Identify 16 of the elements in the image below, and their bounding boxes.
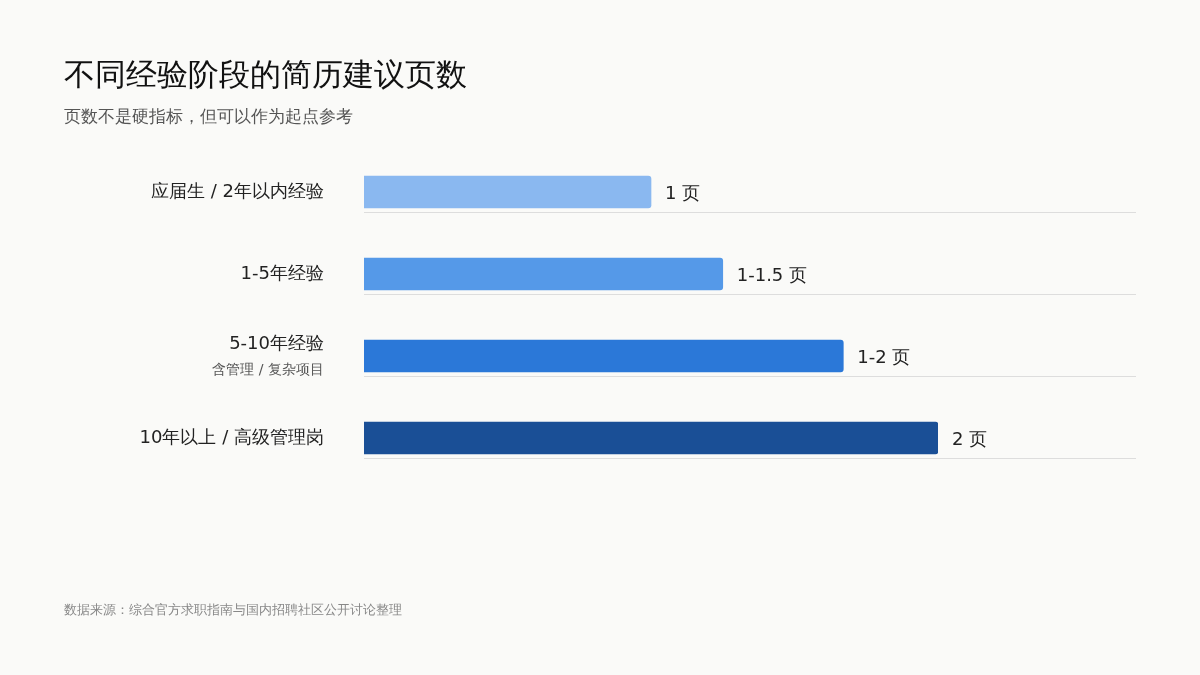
source-note: 数据来源：综合官方求职指南与国内招聘社区公开讨论整理 (64, 601, 402, 619)
chart-title: 不同经验阶段的简历建议页数 (64, 55, 467, 94)
text: 页数不是硬指标，但可以作为起点参考 (64, 105, 353, 128)
bar (364, 339, 844, 373)
data-label: 2 页 (952, 427, 988, 449)
text: 含管理 / 复杂项目 (212, 360, 324, 377)
data-label: 1-1.5 页 (736, 263, 808, 285)
data-label: 1-2 页 (857, 345, 911, 367)
bar (364, 421, 938, 455)
bar (364, 175, 652, 209)
y-tick-label: 5-10年经验 (229, 331, 324, 353)
y-tick-label: 10年以上 / 高级管理岗 (139, 425, 324, 447)
y-tick-label: 1-5年经验 (240, 261, 324, 283)
data-label: 1 页 (665, 181, 701, 203)
bar (364, 257, 724, 291)
y-tick-label: 应届生 / 2年以内经验 (151, 179, 324, 201)
